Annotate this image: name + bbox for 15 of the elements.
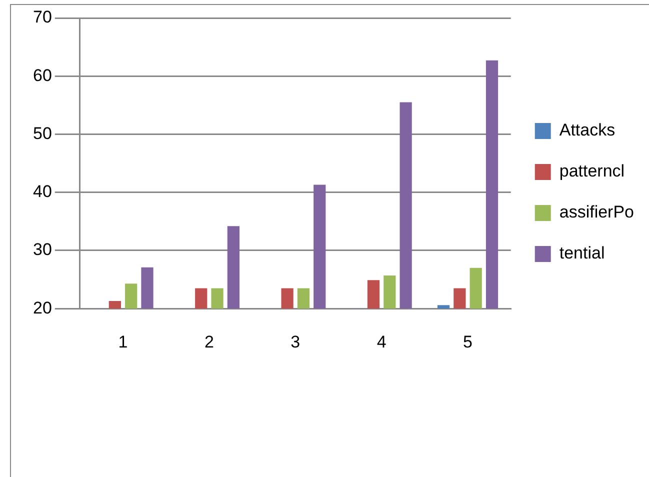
legend-label: tential — [559, 244, 605, 263]
y-tick-label: 20 — [32, 298, 52, 318]
y-tick-label: 70 — [32, 8, 52, 27]
y-tick-label: 30 — [32, 240, 52, 260]
x-tick-label: 2 — [204, 332, 214, 352]
x-tick-label: 3 — [290, 332, 300, 352]
legend-label: patterncl — [559, 162, 625, 181]
x-tick-label: 1 — [118, 332, 128, 352]
y-tick-label: 50 — [32, 124, 52, 143]
y-tick-label: 40 — [32, 182, 52, 202]
legend-label: assifierPo — [559, 202, 634, 222]
y-tick-label: 60 — [32, 66, 52, 85]
x-tick-label: 4 — [376, 332, 386, 352]
x-tick-label: 5 — [463, 332, 472, 352]
legend-label: Attacks — [559, 120, 616, 140]
